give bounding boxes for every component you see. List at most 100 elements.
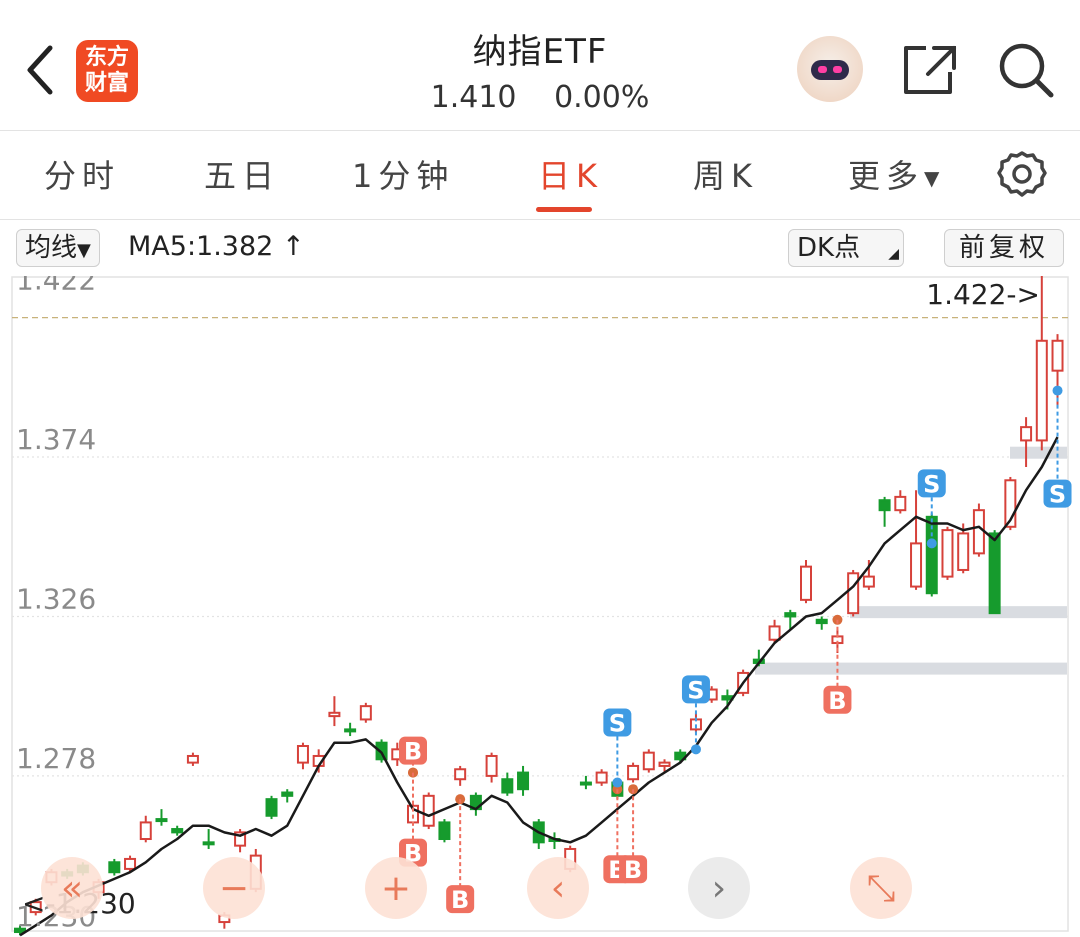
period-tabs: 分时 五日 1分钟 日K 周K 更多▼ — [0, 130, 1080, 220]
dk-point-toggle[interactable]: DK点 ◢ — [788, 229, 904, 267]
sell-signal-dot — [1052, 385, 1063, 396]
buy-signal-badge: B — [446, 885, 475, 914]
tab-daily-k[interactable]: 日K — [538, 157, 603, 195]
candle — [265, 795, 278, 820]
sell-signal-badge-letter: S — [609, 710, 626, 738]
candle — [768, 619, 781, 644]
candle — [422, 792, 435, 830]
candle-body — [579, 781, 592, 786]
settings-gear-icon[interactable] — [996, 148, 1048, 200]
candle — [595, 769, 608, 786]
candle-body — [878, 499, 891, 512]
max-price-marker: 1.422-> — [926, 278, 1040, 311]
prev-candle-button-bg — [527, 857, 589, 919]
next-candle-button-icon: › — [712, 868, 726, 909]
sell-signal-badge-letter: S — [923, 470, 940, 498]
sell-signal-badge-letter: S — [687, 676, 704, 704]
zoom-out-button-bg — [203, 857, 265, 919]
assistant-robot-icon[interactable] — [797, 36, 863, 102]
ma5-trend-arrow: ↑ — [281, 231, 305, 262]
candle-body — [359, 705, 372, 721]
sell-signal-badge-bg — [1043, 479, 1072, 508]
candle-body — [627, 764, 640, 781]
tab-intraday[interactable]: 分时 — [44, 157, 121, 195]
tab-more-label: 更多 — [848, 157, 925, 195]
candle-body — [501, 778, 514, 794]
candle — [344, 722, 357, 737]
sell-signal-badge: S — [681, 675, 710, 704]
candle — [124, 855, 137, 873]
candle-body — [1035, 339, 1048, 442]
candle-body — [1051, 339, 1064, 372]
candle — [800, 559, 812, 604]
next-candle-button[interactable]: › — [688, 857, 750, 919]
price-quote: 1.410 0.00% — [0, 80, 1080, 115]
buy-signal-badge-letter: B — [451, 886, 469, 914]
caret-down-icon: ▼ — [924, 166, 940, 190]
ma-selector[interactable]: 均线▼ — [16, 229, 100, 267]
candle — [1004, 476, 1017, 531]
candle-body — [422, 794, 435, 827]
dk-point-label: DK点 — [797, 233, 861, 263]
tab-one-minute[interactable]: 1分钟 — [352, 157, 455, 195]
zoom-out-button[interactable]: − — [203, 857, 265, 919]
candle-body — [375, 741, 388, 761]
candle-body — [957, 532, 970, 571]
candle-body — [910, 542, 923, 588]
logo-text-bottom: 财富 — [84, 71, 129, 96]
prev-candle-button[interactable]: ‹ — [527, 857, 589, 919]
candle — [1035, 276, 1048, 451]
candle-body — [595, 771, 608, 784]
candle-body — [265, 798, 278, 817]
fullscreen-button[interactable]: ⤡ — [850, 857, 912, 919]
tab-more[interactable]: 更多▼ — [848, 151, 939, 197]
candle — [139, 815, 152, 843]
scroll-left-button-bg — [41, 857, 103, 919]
candle — [847, 569, 860, 617]
buy-signal-badge: B — [823, 685, 852, 715]
candle-body — [517, 771, 530, 791]
candle — [155, 809, 168, 826]
security-title: 纳指ETF — [472, 32, 608, 72]
zoom-in-button-icon: + — [381, 868, 411, 909]
candle — [627, 762, 640, 783]
candle — [234, 829, 247, 853]
tab-weekly-k[interactable]: 周K — [693, 157, 758, 195]
ma5-line — [19, 436, 1059, 937]
candle — [784, 609, 797, 630]
search-icon[interactable] — [996, 40, 1056, 100]
app-logo[interactable]: 东方 财富 — [76, 40, 138, 102]
price-adjust-label: 前复权 — [958, 233, 1049, 263]
candle — [988, 530, 1001, 615]
candle — [910, 490, 923, 590]
robot-eye-right — [833, 66, 842, 73]
chart-frame — [11, 276, 1069, 932]
candle-body — [941, 529, 954, 578]
candle — [375, 739, 388, 763]
top-bar: 东方 财富 纳指ETF 1.410 0.00% — [0, 0, 1080, 130]
robot-eye-left — [818, 66, 827, 73]
y-tick-label: 1.326 — [16, 582, 96, 615]
back-arrow-icon[interactable] — [20, 40, 60, 100]
buy-signal-badge: B — [399, 736, 427, 766]
active-tab-indicator — [536, 207, 592, 212]
zoom-in-button[interactable]: + — [365, 857, 427, 919]
buy-signal-badge: B — [619, 855, 648, 884]
share-icon[interactable] — [900, 42, 960, 98]
y-tick-label: 1.278 — [16, 742, 96, 775]
candle — [438, 819, 451, 843]
price-adjust-toggle[interactable]: 前复权 — [944, 229, 1064, 267]
ma5-readout: MA5:1.382 ↑ — [128, 229, 305, 267]
candle-body — [815, 618, 828, 625]
candle-body — [281, 791, 294, 797]
candle — [501, 772, 514, 796]
scroll-left-button[interactable]: « — [41, 857, 103, 919]
tab-five-day[interactable]: 五日 — [204, 157, 281, 195]
next-candle-button-bg — [688, 857, 750, 919]
caret-down-icon: ▼ — [77, 240, 91, 261]
candle — [186, 752, 199, 766]
candle — [941, 526, 954, 580]
candle — [296, 742, 309, 770]
candle — [878, 496, 891, 527]
